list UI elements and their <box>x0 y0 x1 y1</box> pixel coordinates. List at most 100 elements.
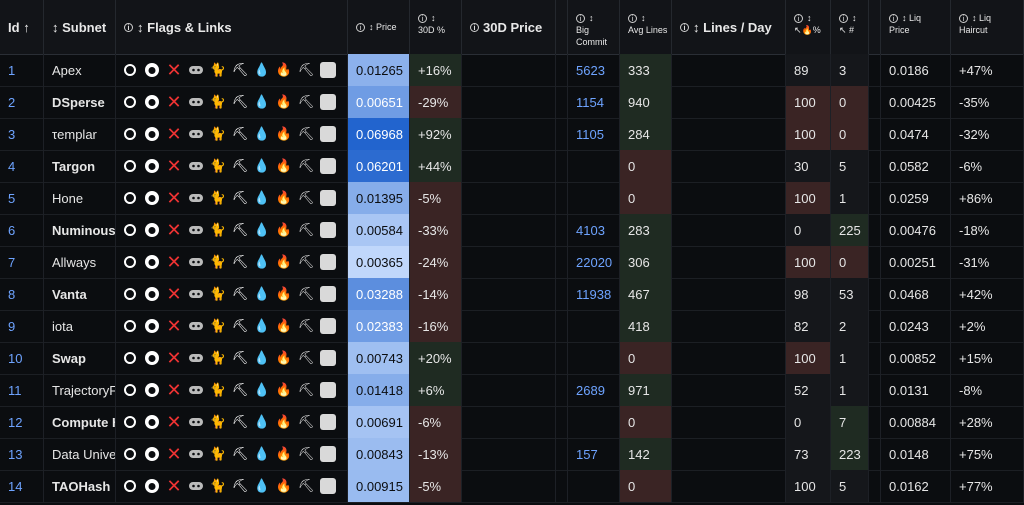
discord-icon[interactable] <box>188 286 204 302</box>
miner-icon[interactable]: ⛏ <box>231 478 249 493</box>
x-icon[interactable]: ✕ <box>166 156 182 176</box>
globe-icon[interactable] <box>122 254 138 270</box>
github-icon[interactable] <box>144 382 160 398</box>
globe-icon[interactable] <box>122 126 138 142</box>
discord-icon[interactable] <box>188 222 204 238</box>
col-big-commit[interactable]: i ↕ Big Commit <box>568 0 620 54</box>
row-id[interactable]: 6 <box>8 222 16 238</box>
box-icon[interactable] <box>320 158 336 174</box>
fire-icon[interactable]: 🔥 <box>275 254 293 269</box>
info-icon[interactable]: i <box>470 22 479 32</box>
cat-icon[interactable]: 🐈 <box>209 350 227 365</box>
fire-icon[interactable]: 🔥 <box>275 94 293 109</box>
discord-icon[interactable] <box>188 62 204 78</box>
globe-icon[interactable] <box>122 478 138 494</box>
table-row[interactable]: 9 iota ✕ 🐈 ⛏ 💧 🔥 ⛏ 0.02383 -16% 418 82 2 0.0243 +2% <box>0 310 1024 343</box>
github-icon[interactable] <box>144 286 160 302</box>
discord-icon[interactable] <box>188 318 204 334</box>
subnet-name[interactable]: Compute H <box>52 414 116 430</box>
globe-icon[interactable] <box>122 382 138 398</box>
col-flags[interactable]: i ↕ Flags & Links <box>116 0 348 54</box>
box-icon[interactable] <box>320 286 336 302</box>
info-icon[interactable]: i <box>889 14 898 23</box>
x-icon[interactable]: ✕ <box>166 188 182 208</box>
fire-icon[interactable]: 🔥 <box>275 62 293 77</box>
row-id[interactable]: 8 <box>8 286 16 302</box>
box-icon[interactable] <box>320 126 336 142</box>
col-pct[interactable]: i ↕ ↖🔥% <box>786 0 831 54</box>
fire-icon[interactable]: 🔥 <box>275 350 293 365</box>
subnet-name[interactable]: DSperse <box>52 94 105 110</box>
globe-icon[interactable] <box>122 350 138 366</box>
miner-icon[interactable]: ⛏ <box>231 126 249 141</box>
globe-icon[interactable] <box>122 222 138 238</box>
col-subnet[interactable]: ↕ Subnet <box>44 0 116 54</box>
github-icon[interactable] <box>144 350 160 366</box>
x-icon[interactable]: ✕ <box>166 380 182 400</box>
col-lines-day[interactable]: i ↕ Lines / Day <box>672 0 786 54</box>
globe-icon[interactable] <box>122 62 138 78</box>
github-icon[interactable] <box>144 62 160 78</box>
cat-icon[interactable]: 🐈 <box>209 318 227 333</box>
cat-icon[interactable]: 🐈 <box>209 94 227 109</box>
x-icon[interactable]: ✕ <box>166 284 182 304</box>
x-icon[interactable]: ✕ <box>166 60 182 80</box>
col-30d-pct[interactable]: i ↕ 30D % <box>410 0 462 54</box>
discord-icon[interactable] <box>188 382 204 398</box>
subnet-name[interactable]: Swap <box>52 350 86 366</box>
fire-icon[interactable]: 🔥 <box>275 318 293 333</box>
subnet-name[interactable]: Numinous <box>52 222 116 238</box>
github-icon[interactable] <box>144 222 160 238</box>
github-icon[interactable] <box>144 446 160 462</box>
github-icon[interactable] <box>144 190 160 206</box>
box-icon[interactable] <box>320 254 336 270</box>
col-price[interactable]: i ↕ Price <box>348 0 410 54</box>
pickaxe-icon[interactable]: ⛏ <box>297 350 315 365</box>
info-icon[interactable]: i <box>628 14 637 23</box>
row-id[interactable]: 9 <box>8 318 16 334</box>
globe-icon[interactable] <box>122 286 138 302</box>
box-icon[interactable] <box>320 382 336 398</box>
info-icon[interactable]: i <box>124 22 133 32</box>
subnet-name[interactable]: Allways <box>52 254 97 270</box>
drop-icon[interactable]: 💧 <box>253 158 271 173</box>
cat-icon[interactable]: 🐈 <box>209 158 227 173</box>
info-icon[interactable]: i <box>959 14 968 23</box>
github-icon[interactable] <box>144 158 160 174</box>
row-id[interactable]: 11 <box>8 382 22 398</box>
github-icon[interactable] <box>144 478 160 494</box>
col-30d-price[interactable]: i 30D Price <box>462 0 556 54</box>
drop-icon[interactable]: 💧 <box>253 190 271 205</box>
x-icon[interactable]: ✕ <box>166 444 182 464</box>
row-id[interactable]: 10 <box>8 350 23 366</box>
cat-icon[interactable]: 🐈 <box>209 478 227 493</box>
pickaxe-icon[interactable]: ⛏ <box>297 94 315 109</box>
id-cell[interactable]: 5 <box>0 182 44 214</box>
drop-icon[interactable]: 💧 <box>253 94 271 109</box>
cat-icon[interactable]: 🐈 <box>209 446 227 461</box>
pickaxe-icon[interactable]: ⛏ <box>297 286 315 301</box>
id-cell[interactable]: 1 <box>0 54 44 86</box>
pickaxe-icon[interactable]: ⛏ <box>297 318 315 333</box>
info-icon[interactable]: i <box>356 22 365 32</box>
fire-icon[interactable]: 🔥 <box>275 126 293 141</box>
discord-icon[interactable] <box>188 94 204 110</box>
id-cell[interactable]: 12 <box>0 406 44 438</box>
cat-icon[interactable]: 🐈 <box>209 382 227 397</box>
pickaxe-icon[interactable]: ⛏ <box>297 62 315 77</box>
discord-icon[interactable] <box>188 446 204 462</box>
cat-icon[interactable]: 🐈 <box>209 286 227 301</box>
github-icon[interactable] <box>144 94 160 110</box>
globe-icon[interactable] <box>122 158 138 174</box>
globe-icon[interactable] <box>122 414 138 430</box>
table-row[interactable]: 8 Vanta ✕ 🐈 ⛏ 💧 🔥 ⛏ 0.03288 -14% 11938 467 98 53 0.046… <box>0 278 1024 311</box>
table-row[interactable]: 10 Swap ✕ 🐈 ⛏ 💧 🔥 ⛏ 0.00743 +20% 0 100 1 0.00852 +15% <box>0 342 1024 375</box>
cat-icon[interactable]: 🐈 <box>209 126 227 141</box>
miner-icon[interactable]: ⛏ <box>231 318 249 333</box>
cat-icon[interactable]: 🐈 <box>209 254 227 269</box>
miner-icon[interactable]: ⛏ <box>231 62 249 77</box>
drop-icon[interactable]: 💧 <box>253 254 271 269</box>
miner-icon[interactable]: ⛏ <box>231 350 249 365</box>
globe-icon[interactable] <box>122 318 138 334</box>
pickaxe-icon[interactable]: ⛏ <box>297 446 315 461</box>
